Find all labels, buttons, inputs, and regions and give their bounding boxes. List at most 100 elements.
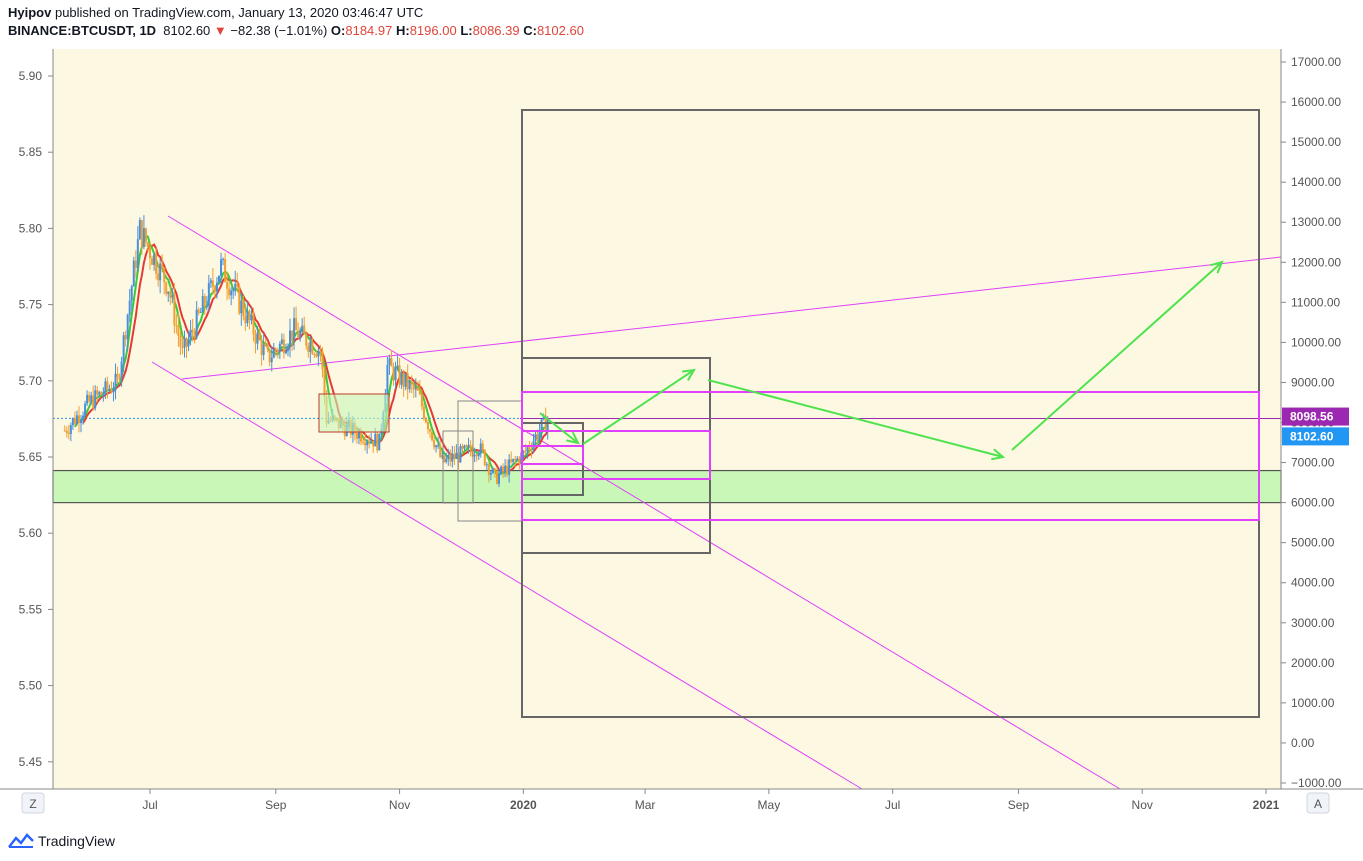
candle-body bbox=[104, 381, 107, 395]
time-axis-tick-label: 2020 bbox=[510, 798, 537, 812]
low-label: L: bbox=[460, 23, 473, 38]
candle-body bbox=[197, 309, 200, 313]
candle-body bbox=[518, 458, 521, 465]
candle-body bbox=[128, 300, 131, 315]
right-price-axis[interactable]: 17000.00 16000.00 15000.00 14000.00 13000.00… bbox=[1281, 55, 1342, 790]
candle-body bbox=[236, 283, 239, 287]
right-axis-tick-label: 9000.00 bbox=[1291, 375, 1335, 389]
time-axis[interactable]: Jul Sep Nov 2020 Mar May Jul Sep Nov 2021 bbox=[142, 789, 1280, 812]
candle-body bbox=[313, 354, 316, 356]
candle-body bbox=[73, 418, 76, 424]
right-axis-tick-label: 17000.00 bbox=[1291, 55, 1341, 69]
chart-area[interactable]: 5.90 5.85 5.80 5.75 5.70 5.65 5.60 5.55 5.50 5.45… bbox=[0, 48, 1363, 821]
low-value: 8086.39 bbox=[472, 23, 520, 38]
candle-body bbox=[528, 447, 531, 450]
close-label: C: bbox=[523, 23, 537, 38]
right-axis-a-button[interactable]: A bbox=[1306, 792, 1330, 814]
tradingview-logo-icon bbox=[8, 833, 34, 848]
footer-brand[interactable]: TradingView bbox=[8, 830, 115, 852]
candle-body bbox=[260, 339, 263, 355]
candle-body bbox=[169, 291, 172, 298]
candle-body bbox=[130, 286, 133, 301]
candle-body bbox=[63, 430, 66, 432]
left-axis-z-button[interactable]: Z bbox=[21, 792, 45, 814]
candle-body bbox=[211, 280, 214, 288]
candle-body bbox=[366, 441, 369, 446]
candle-body bbox=[226, 282, 229, 289]
candle-body bbox=[252, 314, 255, 335]
candle-body bbox=[215, 282, 218, 292]
small-gray-arrow-head bbox=[566, 431, 580, 445]
candle-body bbox=[510, 459, 513, 462]
projection-arrow-down bbox=[707, 379, 1006, 461]
candle-body bbox=[394, 368, 397, 381]
candle-body bbox=[530, 449, 533, 451]
candle-body bbox=[400, 373, 403, 385]
candle-body bbox=[372, 440, 375, 447]
candle-body bbox=[67, 433, 70, 435]
candle-body bbox=[171, 295, 174, 298]
candle-body bbox=[161, 263, 164, 269]
right-axis-tick-label: 1000.00 bbox=[1291, 696, 1335, 710]
price-label-horizontal-line: 8098.56 bbox=[1282, 407, 1349, 426]
candle-body bbox=[364, 442, 367, 446]
candle-body bbox=[538, 431, 541, 440]
candle-body bbox=[201, 296, 204, 312]
candle-body bbox=[84, 403, 87, 416]
close-value: 8102.60 bbox=[536, 23, 584, 38]
candle-body bbox=[297, 330, 300, 339]
author-name[interactable]: Hyipov bbox=[8, 5, 52, 20]
tradingview-brand-text: TradingView bbox=[38, 833, 116, 849]
time-axis-tick-label: Jul bbox=[885, 798, 900, 812]
candle-body bbox=[319, 350, 322, 352]
left-axis-tick-label: 5.75 bbox=[19, 298, 43, 312]
candle-body bbox=[157, 273, 160, 281]
projection-arrow-down-head bbox=[991, 448, 1006, 461]
candle-body bbox=[514, 458, 517, 461]
candle-body bbox=[175, 325, 178, 327]
candle-body bbox=[116, 373, 119, 378]
candle-body bbox=[173, 295, 176, 326]
right-axis-tick-label: 12000.00 bbox=[1291, 255, 1341, 269]
right-axis-tick-label: 11000.00 bbox=[1291, 295, 1340, 309]
right-axis-tick-label: 5000.00 bbox=[1291, 536, 1335, 550]
candle-body bbox=[357, 431, 360, 439]
candle-body bbox=[453, 453, 456, 459]
candle-body bbox=[205, 305, 208, 307]
candle-body bbox=[165, 282, 168, 294]
candle-body bbox=[280, 339, 283, 344]
candle-body bbox=[270, 357, 273, 363]
candle-body bbox=[301, 325, 304, 332]
candle-body bbox=[232, 290, 235, 292]
candle-body bbox=[459, 446, 462, 463]
candle-body bbox=[77, 415, 80, 424]
candle-body bbox=[142, 228, 145, 248]
right-axis-tick-label: 14000.00 bbox=[1291, 175, 1341, 189]
candle-body bbox=[88, 394, 91, 402]
right-axis-tick-label: 0.00 bbox=[1291, 736, 1315, 750]
price-chart-svg[interactable]: 5.90 5.85 5.80 5.75 5.70 5.65 5.60 5.55 5.50 5.45… bbox=[0, 48, 1363, 821]
candle-body bbox=[522, 451, 525, 453]
time-axis-tick-label: Nov bbox=[1132, 798, 1153, 812]
candle-body bbox=[213, 287, 216, 292]
candle-body bbox=[179, 335, 182, 347]
candle-body bbox=[512, 458, 515, 462]
candle-body bbox=[481, 443, 484, 450]
candle-body bbox=[185, 338, 188, 347]
left-price-axis[interactable]: 5.90 5.85 5.80 5.75 5.70 5.65 5.60 5.55 5.50 5.45 bbox=[19, 69, 53, 769]
candle-body bbox=[451, 453, 454, 462]
price-label-text: 8102.60 bbox=[1290, 429, 1334, 443]
symbol-label[interactable]: BINANCE:BTCUSDT, 1D bbox=[8, 23, 157, 38]
candle-body bbox=[65, 430, 68, 434]
projection-arrow-up-2-shaft bbox=[1011, 261, 1223, 451]
candle-body bbox=[94, 390, 97, 409]
candle-body bbox=[435, 445, 438, 448]
candle-body bbox=[485, 464, 488, 466]
candle-body bbox=[311, 341, 314, 355]
candle-body bbox=[416, 387, 419, 391]
change-arrow-icon: ▼ bbox=[213, 23, 227, 38]
candle-body bbox=[426, 422, 429, 430]
candle-body bbox=[191, 329, 194, 333]
time-axis-tick-label: Nov bbox=[389, 798, 410, 812]
time-axis-tick-label: Sep bbox=[265, 798, 287, 812]
